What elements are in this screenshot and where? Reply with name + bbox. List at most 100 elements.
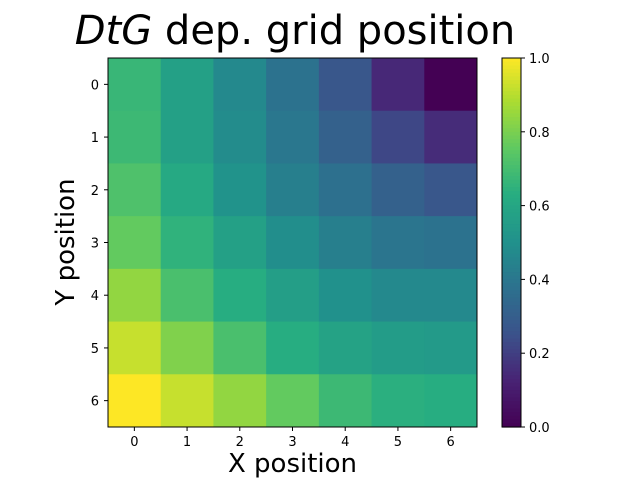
colorbar-segment	[502, 264, 521, 269]
colorbar-segment	[502, 179, 521, 185]
colorbar-segment	[502, 301, 521, 306]
colorbar-segment	[502, 212, 521, 218]
heatmap-cell	[371, 110, 425, 164]
heatmap-cell	[160, 268, 214, 323]
colorbar-tick-label: 0.6	[529, 200, 550, 215]
heatmap-cell	[371, 374, 425, 428]
y-axis-label: Y position	[51, 178, 81, 306]
colorbar-segment	[502, 76, 521, 81]
colorbar-segment	[502, 205, 521, 210]
colorbar-segment	[502, 146, 521, 151]
heatmap-cell	[108, 374, 162, 428]
x-tick-label: 1	[183, 435, 191, 450]
colorbar-tick-label: 0.8	[529, 126, 550, 141]
heatmap-cell	[318, 268, 373, 323]
colorbar-segment	[502, 227, 521, 233]
colorbar-segment	[502, 109, 521, 114]
colorbar-segment	[502, 176, 521, 181]
colorbar-segment	[502, 375, 521, 380]
y-tick-label: 3	[91, 237, 99, 252]
colorbar-segment	[502, 168, 521, 173]
x-tick-label: 5	[394, 435, 402, 450]
heatmap-cell	[371, 58, 425, 112]
colorbar-segment	[502, 58, 521, 63]
heatmap-cell	[371, 268, 425, 323]
colorbar-segment	[502, 135, 521, 140]
heatmap-cell	[424, 110, 478, 164]
colorbar-segment	[502, 65, 521, 70]
colorbar-segment	[502, 334, 521, 340]
heatmap-cell	[160, 110, 214, 164]
colorbar-segment	[502, 316, 521, 321]
colorbar-segment	[502, 142, 521, 148]
colorbar-segment	[502, 386, 521, 391]
heatmap-cell	[266, 110, 320, 164]
colorbar-segment	[502, 249, 521, 255]
colorbar-segment	[502, 415, 521, 421]
colorbar-segment	[502, 260, 521, 266]
x-tick-label: 4	[341, 435, 349, 450]
heatmap-cell	[371, 216, 425, 270]
colorbar-segment	[502, 397, 521, 402]
heatmap-cell	[108, 163, 162, 217]
heatmap-cell	[266, 58, 320, 112]
colorbar-segment	[502, 408, 521, 413]
y-tick-label: 0	[91, 78, 99, 93]
colorbar-segment	[502, 94, 521, 100]
colorbar-segment	[502, 61, 521, 66]
heatmap-cell	[160, 216, 214, 270]
colorbar-tick-label: 0.0	[529, 421, 550, 436]
colorbar-segment	[502, 120, 521, 126]
heatmap-cell	[108, 268, 162, 323]
colorbar-frame	[501, 57, 522, 428]
heatmap-cell	[108, 58, 162, 112]
colorbar-segment	[502, 367, 521, 373]
colorbar-segment	[502, 382, 521, 388]
heatmap-cell	[424, 216, 478, 270]
colorbar-segment	[502, 139, 521, 144]
colorbar-segment	[502, 165, 521, 170]
colorbar-segment	[502, 401, 521, 406]
heatmap-cell	[213, 216, 267, 270]
heatmap-cell	[213, 268, 267, 323]
colorbar-segment	[502, 209, 521, 214]
colorbar-segment	[502, 349, 521, 354]
heatmap-cell	[266, 163, 320, 217]
colorbar-segment	[502, 235, 521, 240]
y-tick-label: 5	[91, 342, 99, 357]
colorbar-segment	[502, 312, 521, 317]
colorbar-segment	[502, 72, 521, 78]
colorbar-segment	[502, 338, 521, 343]
colorbar-segment	[502, 105, 521, 111]
chart-title-rest: dep. grid position	[152, 8, 516, 54]
colorbar-segment	[502, 419, 521, 424]
colorbar-segment	[502, 393, 521, 399]
colorbar-segment	[502, 323, 521, 328]
colorbar-segment	[502, 91, 521, 96]
heatmap-cell	[424, 268, 478, 323]
colorbar-tick-label: 1.0	[529, 52, 550, 67]
heatmap-cell	[213, 58, 267, 112]
colorbar-segment	[502, 342, 521, 347]
colorbar-segment	[502, 257, 521, 262]
colorbar-segment	[502, 131, 521, 137]
colorbar-tick-label: 0.4	[529, 273, 550, 288]
colorbar-segment	[502, 238, 521, 244]
x-tick-label: 6	[447, 435, 455, 450]
colorbar-segment	[502, 80, 521, 85]
chart-title-italic: DtG	[74, 8, 153, 54]
colorbar-segment	[502, 172, 521, 177]
colorbar-segment	[502, 412, 521, 417]
colorbar-segment	[502, 283, 521, 288]
y-tick-label: 6	[91, 395, 99, 410]
x-tick-label: 0	[130, 435, 138, 450]
colorbar-tick-label: 0.2	[529, 347, 550, 362]
heatmap-cell	[160, 374, 214, 428]
colorbar-segment	[502, 356, 521, 362]
heatmap-cell	[371, 321, 425, 375]
colorbar-segment	[502, 364, 521, 369]
heatmap-cell	[318, 163, 373, 217]
colorbar-segment	[502, 423, 521, 428]
colorbar-segment	[502, 117, 521, 122]
